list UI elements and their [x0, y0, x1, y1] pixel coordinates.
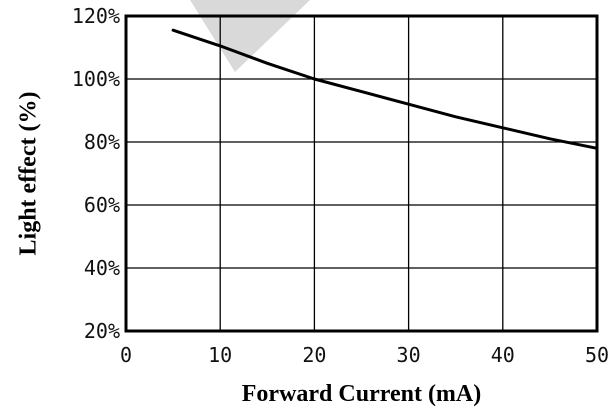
y-tick-label: 100%: [72, 67, 120, 91]
watermark-shape: [190, 0, 310, 72]
y-tick-label: 60%: [84, 193, 120, 217]
x-tick-label: 10: [208, 343, 232, 367]
x-tick-label: 30: [397, 343, 421, 367]
y-tick-label: 20%: [84, 319, 120, 343]
y-tick-label: 80%: [84, 130, 120, 154]
x-tick-label: 20: [302, 343, 326, 367]
plot-frame: [124, 14, 599, 333]
y-axis-ticks: 20% 40% 60% 80% 100% 120%: [72, 4, 120, 343]
x-tick-label: 0: [120, 343, 132, 367]
y-axis-title: Light effect (%): [16, 92, 42, 256]
x-tick-label: 40: [491, 343, 515, 367]
series-line: [171, 28, 599, 150]
y-tick-label: 120%: [72, 4, 120, 28]
x-axis-ticks: 0 10 20 30 40 50: [120, 343, 609, 367]
watermark-chevron: [190, 0, 310, 72]
grid: [126, 16, 597, 331]
x-axis-title: Forward Current (mA): [242, 381, 482, 407]
y-tick-label: 40%: [84, 256, 120, 280]
series-layer: [171, 28, 599, 150]
x-tick-label: 50: [585, 343, 609, 367]
